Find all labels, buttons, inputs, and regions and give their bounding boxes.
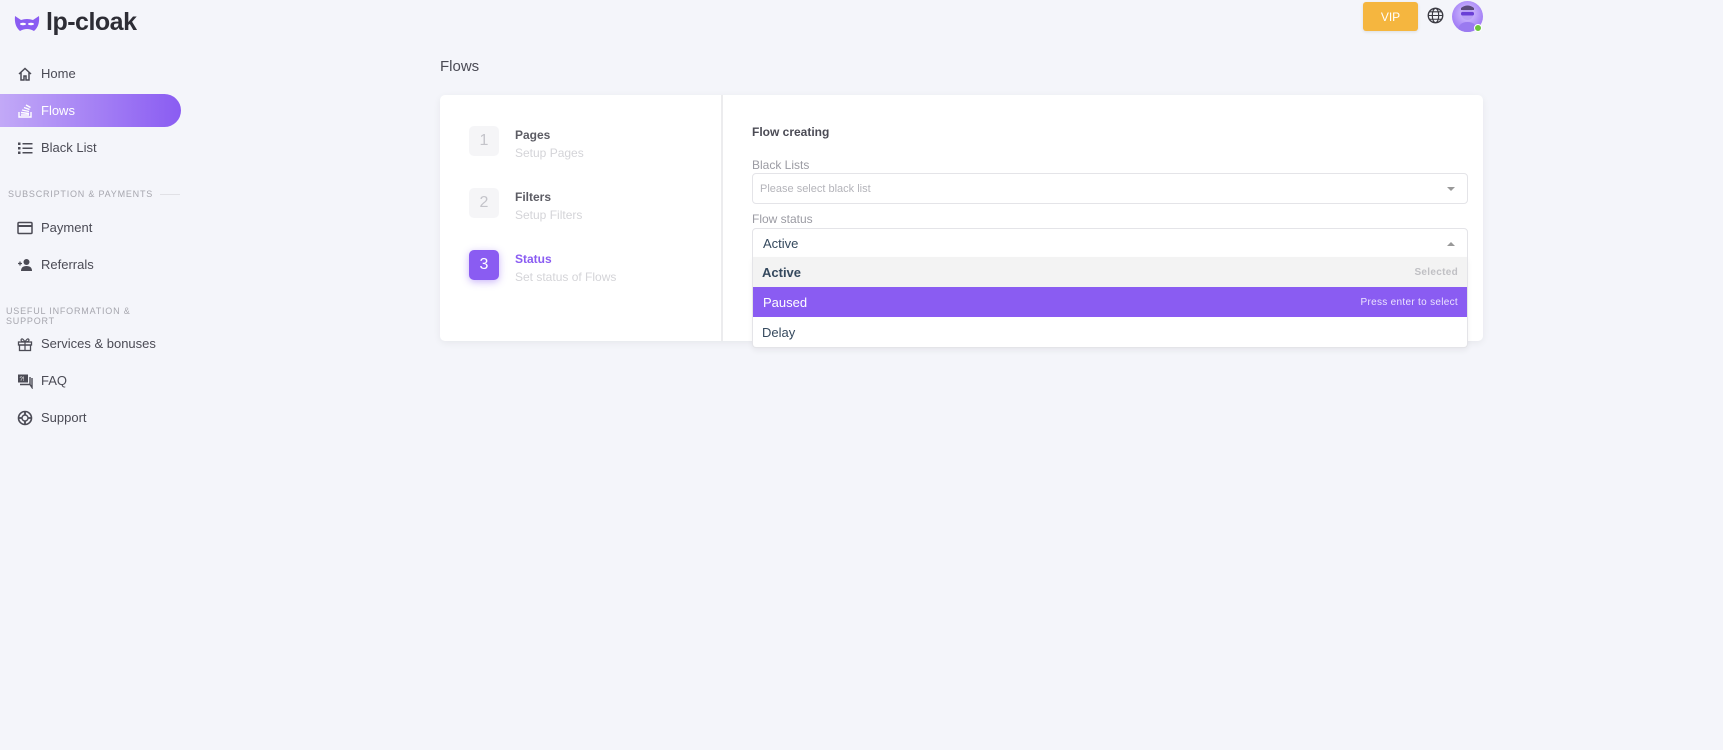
black-lists-placeholder: Please select black list [760,182,871,195]
divider [160,193,180,195]
sidebar-item-services-bonuses[interactable]: Services & bonuses [0,327,181,360]
option-hint: Press enter to select [1360,296,1458,308]
black-lists-select[interactable]: Please select black list [752,173,1468,204]
sidebar-item-label: Home [41,66,76,81]
sidebar-item-label: Flows [41,103,75,118]
step-number: 1 [469,126,499,156]
sidebar-item-label: Support [41,410,87,425]
sidebar-item-label: FAQ [41,373,68,388]
sidebar-item-faq[interactable]: ?! FAQ [0,364,181,397]
sidebar-item-home[interactable]: Home [0,57,181,90]
divider [721,95,723,341]
section-title: SUBSCRIPTION & PAYMENTS [8,189,154,199]
chevron-down-icon [1447,187,1455,191]
lifebuoy-icon [17,410,33,425]
step-status[interactable]: 3 Status Set status of Flows [469,250,616,284]
globe-icon[interactable] [1427,7,1444,24]
online-status-dot [1474,24,1482,32]
list-icon [18,142,33,154]
section-subscription-payments: SUBSCRIPTION & PAYMENTS [8,189,180,199]
option-hint: Selected [1414,266,1458,278]
step-title: Status [515,252,552,266]
sidebar-item-black-list[interactable]: Black List [0,131,181,164]
flow-status-select[interactable]: Active [752,228,1468,258]
app-name: lp-cloak [46,8,137,36]
black-lists-label: Black Lists [752,158,810,172]
step-number: 2 [469,188,499,218]
home-icon [18,66,32,81]
step-title: Pages [515,128,551,142]
flow-status-label: Flow status [752,212,813,226]
sidebar-item-label: Referrals [41,257,94,272]
sidebar-item-support[interactable]: Support [0,401,181,434]
step-pages[interactable]: 1 Pages Setup Pages [469,126,584,160]
flows-icon [18,103,32,118]
svg-text:?!: ?! [20,377,25,383]
step-subtitle: Setup Filters [515,208,583,222]
step-subtitle: Set status of Flows [515,270,617,284]
logo[interactable]: lp-cloak [14,8,137,37]
form-title: Flow creating [752,125,830,139]
faq-icon: ?! [18,374,33,389]
option-delay[interactable]: Delay [753,317,1467,347]
step-number: 3 [469,250,499,280]
sidebar-item-flows[interactable]: Flows [0,94,181,127]
option-active[interactable]: Active Selected [753,257,1467,287]
section-title: USEFUL INFORMATION & SUPPORT [6,306,131,326]
sidebar-item-payment[interactable]: Payment [0,211,181,244]
section-useful-information: USEFUL INFORMATION & SUPPORT [6,306,178,326]
user-avatar-icon [1458,5,1477,32]
option-label: Delay [762,324,796,340]
step-title: Filters [515,190,552,204]
page-title: Flows [440,58,480,75]
sidebar-item-label: Black List [41,140,97,155]
chevron-up-icon [1447,242,1455,246]
user-plus-icon [18,258,32,271]
option-label: Paused [763,294,808,310]
sidebar-item-label: Payment [41,220,93,235]
flow-status-value: Active [763,235,799,251]
gift-icon [17,337,33,351]
step-filters[interactable]: 2 Filters Setup Filters [469,188,582,222]
step-subtitle: Setup Pages [515,146,584,160]
sidebar-item-referrals[interactable]: Referrals [0,248,181,281]
sidebar-item-label: Services & bonuses [41,336,156,351]
credit-card-icon [17,221,33,234]
vip-button[interactable]: VIP [1363,2,1418,31]
flow-wizard-card: 1 Pages Setup Pages 2 Filters Setup Filter… [440,95,1483,348]
option-paused[interactable]: Paused Press enter to select [753,287,1467,317]
option-label: Active [762,264,802,280]
mask-logo-icon [14,15,40,31]
flow-status-dropdown: Active Selected Paused Press enter to sele… [752,257,1468,348]
